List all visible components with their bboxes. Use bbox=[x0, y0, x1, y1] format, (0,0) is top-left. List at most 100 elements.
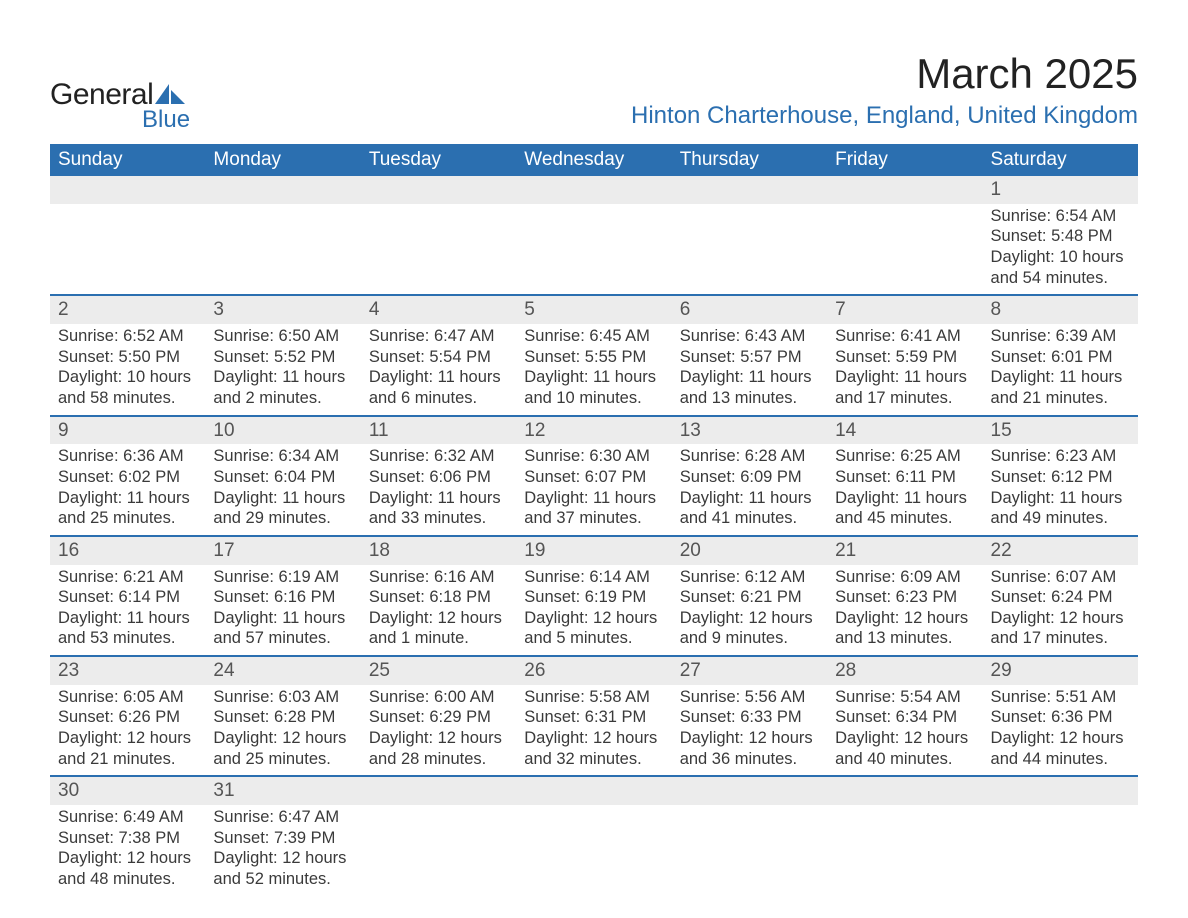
sunset-line: Sunset: 5:48 PM bbox=[991, 226, 1130, 247]
sunrise-line: Sunrise: 6:47 AM bbox=[213, 807, 352, 828]
day-details: Sunrise: 6:32 AMSunset: 6:06 PMDaylight:… bbox=[361, 444, 516, 535]
day-number: 8 bbox=[983, 296, 1138, 324]
day-details-cell: Sunrise: 6:39 AMSunset: 6:01 PMDaylight:… bbox=[983, 324, 1138, 416]
day-details-cell: Sunrise: 5:58 AMSunset: 6:31 PMDaylight:… bbox=[516, 685, 671, 777]
day-details-cell: Sunrise: 6:09 AMSunset: 6:23 PMDaylight:… bbox=[827, 565, 982, 657]
day-details-cell: Sunrise: 6:16 AMSunset: 6:18 PMDaylight:… bbox=[361, 565, 516, 657]
sunrise-line: Sunrise: 6:34 AM bbox=[213, 446, 352, 467]
day-details-cell bbox=[672, 204, 827, 296]
sunset-line: Sunset: 6:01 PM bbox=[991, 347, 1130, 368]
day-number: 18 bbox=[361, 537, 516, 565]
day-details-cell: Sunrise: 6:45 AMSunset: 5:55 PMDaylight:… bbox=[516, 324, 671, 416]
day-details-cell bbox=[361, 204, 516, 296]
day-number-cell: 1 bbox=[983, 176, 1138, 204]
week-daynum-row: 2345678 bbox=[50, 295, 1138, 324]
month-title: March 2025 bbox=[631, 50, 1138, 98]
day-number: 28 bbox=[827, 657, 982, 685]
sunrise-line: Sunrise: 6:41 AM bbox=[835, 326, 974, 347]
calendar-head: SundayMondayTuesdayWednesdayThursdayFrid… bbox=[50, 144, 1138, 176]
day-details-cell: Sunrise: 6:23 AMSunset: 6:12 PMDaylight:… bbox=[983, 444, 1138, 536]
day-number-cell bbox=[50, 176, 205, 204]
day-number-cell: 17 bbox=[205, 536, 360, 565]
day-number-cell: 2 bbox=[50, 295, 205, 324]
page-header: General Blue March 2025 Hinton Charterho… bbox=[50, 50, 1138, 134]
day-number: 9 bbox=[50, 417, 205, 445]
weekday-header-row: SundayMondayTuesdayWednesdayThursdayFrid… bbox=[50, 144, 1138, 176]
day-number: 24 bbox=[205, 657, 360, 685]
day-details-cell: Sunrise: 6:19 AMSunset: 6:16 PMDaylight:… bbox=[205, 565, 360, 657]
day-details-cell: Sunrise: 6:36 AMSunset: 6:02 PMDaylight:… bbox=[50, 444, 205, 536]
sunrise-line: Sunrise: 5:54 AM bbox=[835, 687, 974, 708]
daylight-line: Daylight: 12 hours and 48 minutes. bbox=[58, 848, 197, 889]
daylight-line: Daylight: 12 hours and 17 minutes. bbox=[991, 608, 1130, 649]
sunrise-line: Sunrise: 6:39 AM bbox=[991, 326, 1130, 347]
day-number-cell: 31 bbox=[205, 776, 360, 805]
sunset-line: Sunset: 6:28 PM bbox=[213, 707, 352, 728]
day-details: Sunrise: 6:28 AMSunset: 6:09 PMDaylight:… bbox=[672, 444, 827, 535]
day-details-cell: Sunrise: 6:25 AMSunset: 6:11 PMDaylight:… bbox=[827, 444, 982, 536]
week-daynum-row: 1 bbox=[50, 176, 1138, 204]
day-number-cell: 29 bbox=[983, 656, 1138, 685]
day-details-cell: Sunrise: 6:12 AMSunset: 6:21 PMDaylight:… bbox=[672, 565, 827, 657]
sunset-line: Sunset: 6:26 PM bbox=[58, 707, 197, 728]
day-details-cell: Sunrise: 6:47 AMSunset: 5:54 PMDaylight:… bbox=[361, 324, 516, 416]
week-daynum-row: 9101112131415 bbox=[50, 416, 1138, 445]
week-daynum-row: 16171819202122 bbox=[50, 536, 1138, 565]
daylight-line: Daylight: 11 hours and 49 minutes. bbox=[991, 488, 1130, 529]
day-details-cell: Sunrise: 6:00 AMSunset: 6:29 PMDaylight:… bbox=[361, 685, 516, 777]
day-details: Sunrise: 6:54 AMSunset: 5:48 PMDaylight:… bbox=[983, 204, 1138, 295]
day-number: 1 bbox=[983, 176, 1138, 204]
sunrise-line: Sunrise: 5:58 AM bbox=[524, 687, 663, 708]
day-details: Sunrise: 6:47 AMSunset: 7:39 PMDaylight:… bbox=[205, 805, 360, 896]
day-details: Sunrise: 5:51 AMSunset: 6:36 PMDaylight:… bbox=[983, 685, 1138, 776]
sunrise-line: Sunrise: 6:14 AM bbox=[524, 567, 663, 588]
day-details: Sunrise: 6:23 AMSunset: 6:12 PMDaylight:… bbox=[983, 444, 1138, 535]
day-details-cell: Sunrise: 6:50 AMSunset: 5:52 PMDaylight:… bbox=[205, 324, 360, 416]
sunset-line: Sunset: 5:52 PM bbox=[213, 347, 352, 368]
day-details-cell: Sunrise: 6:52 AMSunset: 5:50 PMDaylight:… bbox=[50, 324, 205, 416]
daylight-line: Daylight: 12 hours and 25 minutes. bbox=[213, 728, 352, 769]
day-number: 13 bbox=[672, 417, 827, 445]
day-number-cell: 22 bbox=[983, 536, 1138, 565]
day-details-cell bbox=[827, 805, 982, 896]
day-number: 11 bbox=[361, 417, 516, 445]
week-details-row: Sunrise: 6:21 AMSunset: 6:14 PMDaylight:… bbox=[50, 565, 1138, 657]
daylight-line: Daylight: 11 hours and 41 minutes. bbox=[680, 488, 819, 529]
logo-text-general: General bbox=[50, 78, 153, 112]
day-number-cell bbox=[205, 176, 360, 204]
weekday-header: Sunday bbox=[50, 144, 205, 176]
sunrise-line: Sunrise: 6:16 AM bbox=[369, 567, 508, 588]
day-number: 21 bbox=[827, 537, 982, 565]
sunrise-line: Sunrise: 6:47 AM bbox=[369, 326, 508, 347]
daylight-line: Daylight: 12 hours and 21 minutes. bbox=[58, 728, 197, 769]
day-number-cell bbox=[672, 176, 827, 204]
sunset-line: Sunset: 6:31 PM bbox=[524, 707, 663, 728]
day-number-cell bbox=[516, 776, 671, 805]
daylight-line: Daylight: 10 hours and 58 minutes. bbox=[58, 367, 197, 408]
day-details: Sunrise: 6:25 AMSunset: 6:11 PMDaylight:… bbox=[827, 444, 982, 535]
day-details: Sunrise: 6:49 AMSunset: 7:38 PMDaylight:… bbox=[50, 805, 205, 896]
day-details: Sunrise: 6:12 AMSunset: 6:21 PMDaylight:… bbox=[672, 565, 827, 656]
sunset-line: Sunset: 6:34 PM bbox=[835, 707, 974, 728]
day-number: 14 bbox=[827, 417, 982, 445]
day-details: Sunrise: 6:14 AMSunset: 6:19 PMDaylight:… bbox=[516, 565, 671, 656]
day-number: 4 bbox=[361, 296, 516, 324]
daylight-line: Daylight: 12 hours and 32 minutes. bbox=[524, 728, 663, 769]
day-number-cell bbox=[361, 776, 516, 805]
daylight-line: Daylight: 11 hours and 6 minutes. bbox=[369, 367, 508, 408]
day-number-cell: 10 bbox=[205, 416, 360, 445]
daylight-line: Daylight: 12 hours and 13 minutes. bbox=[835, 608, 974, 649]
daylight-line: Daylight: 12 hours and 28 minutes. bbox=[369, 728, 508, 769]
day-details-cell: Sunrise: 6:47 AMSunset: 7:39 PMDaylight:… bbox=[205, 805, 360, 896]
day-number-cell: 18 bbox=[361, 536, 516, 565]
sunset-line: Sunset: 6:21 PM bbox=[680, 587, 819, 608]
week-details-row: Sunrise: 6:05 AMSunset: 6:26 PMDaylight:… bbox=[50, 685, 1138, 777]
daylight-line: Daylight: 10 hours and 54 minutes. bbox=[991, 247, 1130, 288]
day-number-cell bbox=[672, 776, 827, 805]
day-details: Sunrise: 5:56 AMSunset: 6:33 PMDaylight:… bbox=[672, 685, 827, 776]
day-details: Sunrise: 5:54 AMSunset: 6:34 PMDaylight:… bbox=[827, 685, 982, 776]
day-details: Sunrise: 6:41 AMSunset: 5:59 PMDaylight:… bbox=[827, 324, 982, 415]
daylight-line: Daylight: 12 hours and 9 minutes. bbox=[680, 608, 819, 649]
sunset-line: Sunset: 5:57 PM bbox=[680, 347, 819, 368]
sunset-line: Sunset: 5:50 PM bbox=[58, 347, 197, 368]
